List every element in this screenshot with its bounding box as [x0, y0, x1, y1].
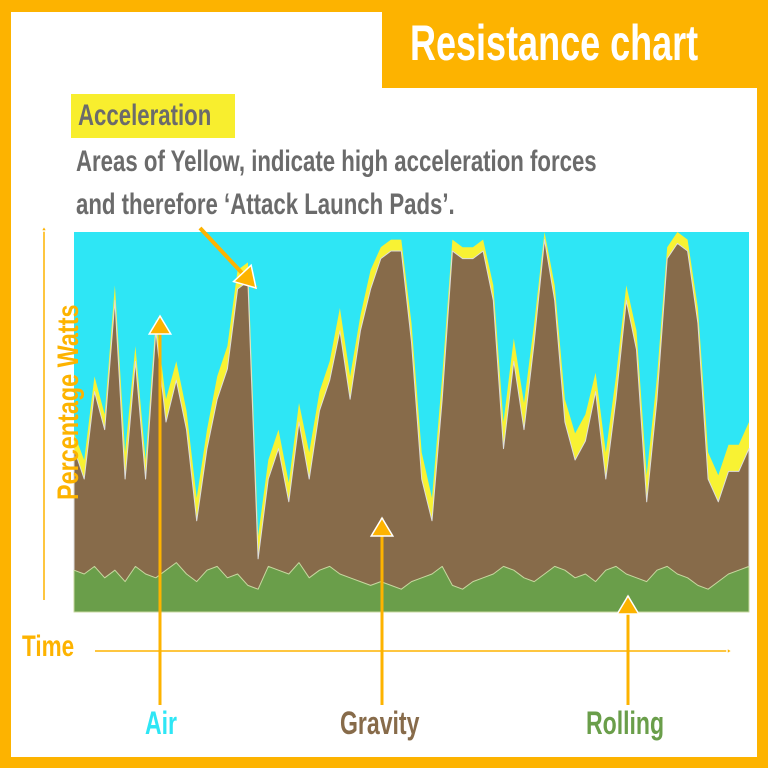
y-axis-arrow-head-icon — [39, 224, 49, 232]
acceleration-highlight — [71, 94, 235, 138]
legend-air: Air — [145, 705, 178, 741]
title-box — [382, 0, 768, 88]
legend-gravity: Gravity — [340, 705, 420, 741]
y-axis-label: Percentage Watts — [52, 304, 85, 500]
rolling-area — [73, 562, 750, 613]
gravity-area — [73, 239, 750, 613]
x-axis-label: Time — [22, 630, 75, 663]
description-line-1: Areas of Yellow, indicate high accelerat… — [76, 145, 597, 178]
acceleration-pointer-arrow-head-icon — [232, 263, 257, 290]
description-line-2: and therefore ‘Attack Launch Pads’. — [76, 188, 455, 221]
gravity-pointer-arrow-head-icon — [369, 516, 395, 537]
rolling-pointer-arrow-head-icon — [615, 594, 641, 615]
air-pointer-arrow-head-icon — [147, 314, 173, 335]
legend-rolling: Rolling — [586, 705, 665, 741]
page-title: Resistance chart — [410, 15, 699, 71]
x-axis-arrow-head-icon — [726, 646, 734, 656]
acceleration-label: Acceleration — [78, 99, 212, 132]
